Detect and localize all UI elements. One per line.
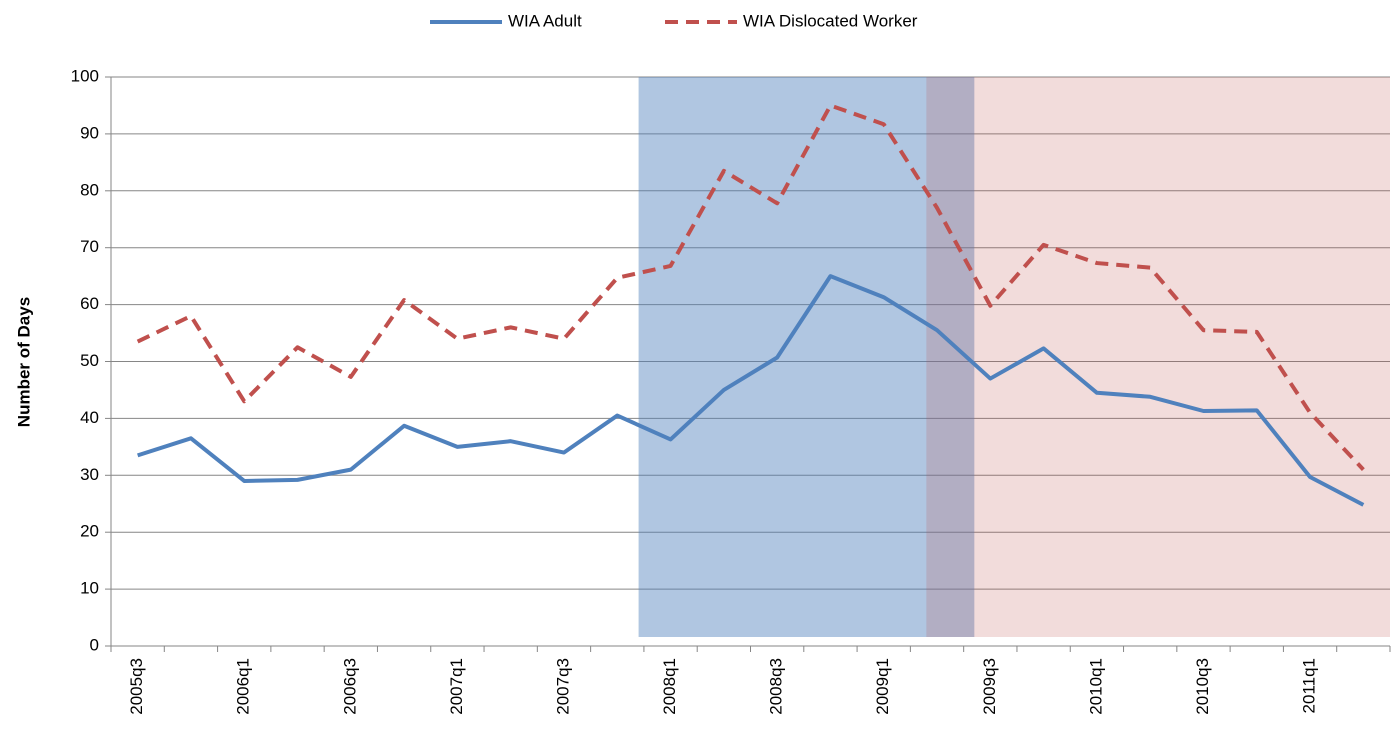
series-line [137, 274, 1365, 507]
y-tick-label: 50 [80, 351, 99, 370]
y-tick-label: 40 [80, 408, 99, 427]
legend-label: WIA Dislocated Worker [743, 11, 918, 30]
x-tick-label: 2006q1 [234, 658, 253, 715]
x-tick-label: 2010q1 [1086, 658, 1105, 715]
x-tick-label: 2008q3 [767, 658, 786, 715]
y-tick-label: 100 [71, 66, 99, 85]
legend-label: WIA Adult [508, 11, 582, 30]
x-tick-label: 2011q1 [1300, 658, 1319, 713]
x-tick-label: 2006q3 [340, 658, 359, 715]
x-tick-label: 2009q1 [873, 658, 892, 715]
y-tick-label: 20 [80, 522, 99, 541]
y-tick-label: 30 [80, 465, 99, 484]
y-tick-label: 90 [80, 123, 99, 142]
y-tick-label: 70 [80, 237, 99, 256]
shaded-span [638, 77, 975, 637]
x-tick-label: 2007q3 [553, 658, 572, 715]
y-tick-label: 60 [80, 294, 99, 313]
x-tick-label: 2008q1 [660, 658, 679, 715]
series-line [136, 103, 1365, 471]
x-tick-label: 2009q3 [980, 658, 999, 715]
x-tick-label: 2005q3 [127, 658, 146, 715]
y-tick-label: 0 [90, 635, 99, 654]
x-tick-label: 2010q3 [1193, 658, 1212, 715]
y-tick-label: 10 [80, 579, 99, 598]
x-tick-label: 2007q1 [447, 658, 466, 715]
shaded-span [926, 77, 1390, 637]
y-axis-title: Number of Days [14, 297, 33, 427]
y-tick-label: 80 [80, 180, 99, 199]
